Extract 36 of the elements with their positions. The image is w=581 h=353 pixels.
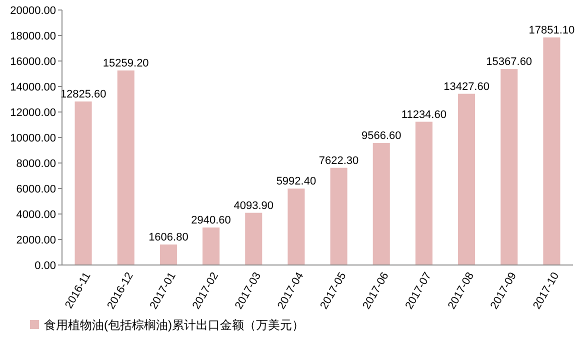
data-label: 4093.90 (234, 200, 274, 212)
y-tick-label: 14000.00 (10, 81, 56, 94)
y-tick-label: 6000.00 (16, 183, 56, 196)
y-tick-label: 20000.00 (10, 4, 56, 17)
bar (330, 168, 348, 265)
legend-label: 食用植物油(包括棕榈油)累计出口金额（万美元） (44, 318, 304, 332)
bar (372, 143, 390, 265)
y-tick-label: 0.00 (34, 260, 56, 272)
bar (202, 228, 220, 265)
bar (500, 69, 518, 265)
data-label: 1606.80 (148, 232, 188, 244)
bar (288, 188, 305, 265)
y-tick-label: 2000.00 (16, 234, 56, 246)
bar (458, 94, 476, 265)
bar (543, 37, 560, 265)
data-label: 2940.60 (191, 214, 231, 227)
y-tick-label: 18000.00 (10, 30, 56, 42)
data-label: 5992.40 (276, 176, 316, 188)
y-tick-label: 8000.00 (16, 158, 56, 170)
data-label: 15367.60 (486, 56, 532, 68)
bar (117, 70, 134, 265)
bar (245, 212, 262, 265)
data-label: 15259.20 (102, 57, 149, 70)
data-label: 7622.30 (318, 154, 359, 167)
data-label: 12825.60 (60, 88, 106, 100)
y-tick-label: 4000.00 (16, 208, 56, 221)
data-label: 11234.60 (401, 108, 446, 121)
bar (160, 244, 177, 265)
bar (415, 122, 432, 265)
y-tick-label: 16000.00 (10, 56, 56, 68)
data-label: 9566.60 (361, 130, 402, 142)
data-label: 13427.60 (444, 80, 490, 93)
bar (74, 101, 92, 265)
y-tick-label: 12000.00 (10, 106, 56, 119)
y-tick-label: 10000.00 (10, 132, 56, 144)
data-label: 17851.10 (528, 24, 575, 36)
